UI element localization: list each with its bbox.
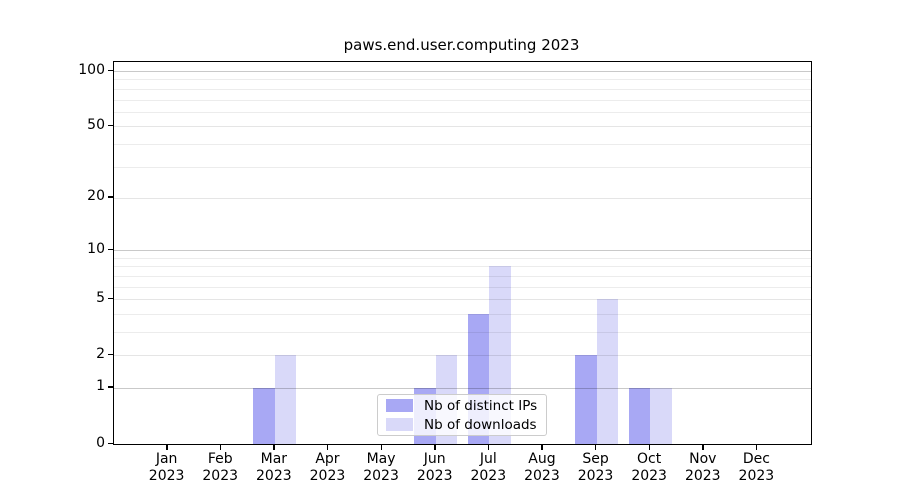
y-axis-tickmark — [108, 124, 113, 127]
x-axis-tick-label: Jul 2023 — [470, 451, 507, 484]
y-axis-tick-label: 10 — [87, 240, 105, 257]
x-axis-tick-label: Dec 2023 — [738, 451, 775, 484]
y-axis-tick-label: 5 — [96, 289, 105, 306]
x-axis-tick-label: May 2023 — [363, 451, 399, 484]
bar-downloads — [596, 299, 618, 444]
y-axis-tickmark — [108, 248, 113, 251]
legend-row-downloads: Nb of downloads — [386, 417, 538, 433]
y-axis-tick-label: 100 — [78, 61, 105, 78]
y-axis-tickmark — [108, 196, 113, 198]
y-axis-tickmark — [108, 353, 113, 356]
x-axis-tickmark — [487, 445, 490, 450]
legend: Nb of distinct IPs Nb of downloads — [377, 394, 547, 436]
x-axis-tickmark — [219, 445, 222, 450]
legend-swatch-downloads — [386, 418, 413, 431]
x-axis-tickmark — [595, 445, 597, 450]
bar-downloads — [650, 387, 672, 444]
plot-area — [113, 61, 812, 445]
bar-distinct-ips — [628, 387, 651, 444]
y-axis-tickmark — [108, 442, 113, 444]
bars-layer — [114, 62, 811, 444]
legend-label-distinct-ips: Nb of distinct IPs — [424, 397, 538, 414]
y-axis-tick-label: 50 — [87, 116, 105, 133]
bar-distinct-ips — [253, 387, 275, 444]
y-axis-tickmark — [108, 386, 113, 388]
y-axis-tick-label: 20 — [87, 188, 105, 205]
x-axis-tick-label: Aug 2023 — [524, 451, 560, 484]
x-axis-tickmark — [380, 445, 382, 450]
chart-title: paws.end.user.computing 2023 — [343, 36, 580, 54]
x-axis-tickmark — [166, 445, 168, 450]
x-axis-tickmark — [755, 445, 758, 450]
legend-row-distinct-ips: Nb of distinct IPs — [386, 398, 538, 414]
y-axis-tick-label: 2 — [96, 345, 105, 362]
y-axis-tick-label: 1 — [96, 378, 105, 395]
x-axis-tickmark — [541, 445, 543, 450]
x-axis-tickmark — [648, 445, 651, 450]
x-axis-tick-label: Sep 2023 — [577, 451, 614, 484]
y-axis-tickmark — [108, 297, 113, 300]
bar-distinct-ips — [575, 355, 597, 444]
bar-downloads — [274, 355, 297, 444]
x-axis-tickmark — [326, 445, 329, 450]
y-axis-tick-label: 0 — [96, 434, 105, 451]
x-axis-tickmark — [702, 445, 704, 450]
x-axis-tickmark — [434, 445, 436, 450]
x-axis-tick-label: Oct 2023 — [631, 451, 667, 484]
x-axis-tick-label: Jun 2023 — [416, 451, 453, 484]
legend-swatch-distinct-ips — [386, 399, 413, 412]
y-axis-tickmark — [108, 69, 113, 71]
legend-label-downloads: Nb of downloads — [424, 416, 537, 433]
x-axis-tick-label: Jan 2023 — [148, 451, 185, 484]
x-axis-tick-label: Mar 2023 — [256, 451, 292, 484]
x-axis-tick-label: Nov 2023 — [684, 451, 721, 484]
x-axis-tick-label: Apr 2023 — [309, 451, 346, 484]
x-axis-tick-label: Feb 2023 — [202, 451, 239, 484]
x-axis-tickmark — [273, 445, 275, 450]
